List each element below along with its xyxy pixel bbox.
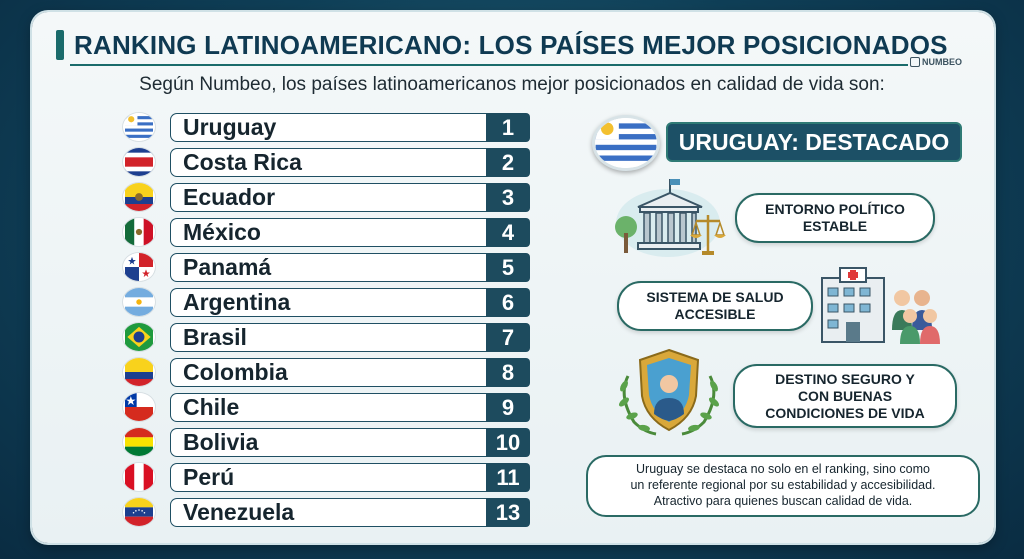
- country-name: Panamá: [170, 253, 486, 282]
- note-line1: Uruguay se destaca no solo en el ranking…: [636, 462, 930, 476]
- feature-health-line2: ACCESIBLE: [674, 306, 756, 322]
- rank-number: 2: [486, 148, 530, 177]
- uruguay-flag-icon: [122, 112, 156, 142]
- ranking-row: Venezuela 13: [122, 497, 532, 527]
- colombia-flag-icon: [122, 357, 156, 387]
- feature-political-pill: ENTORNO POLÍTICO ESTABLE: [735, 193, 935, 243]
- rank-number: 6: [486, 288, 530, 317]
- rank-number: 9: [486, 393, 530, 422]
- feature-political-line1: ENTORNO POLÍTICO: [765, 201, 905, 217]
- feature-health-line1: SISTEMA DE SALUD: [646, 289, 784, 305]
- panama-flag-icon: [122, 252, 156, 282]
- ranking-row: Uruguay 1: [122, 112, 532, 142]
- mexico-flag-icon: [122, 217, 156, 247]
- feature-health-pill: SISTEMA DE SALUD ACCESIBLE: [617, 281, 813, 331]
- feature-safety-line1: DESTINO SEGURO Y: [775, 370, 915, 387]
- title-divider: [70, 64, 908, 66]
- country-name: Perú: [170, 463, 486, 492]
- country-name: Chile: [170, 393, 486, 422]
- rank-number: 7: [486, 323, 530, 352]
- numbeo-logo-icon: [910, 57, 920, 67]
- page-title: RANKING LATINOAMERICANO: LOS PAÍSES MEJO…: [74, 29, 948, 60]
- ranking-row: Panamá 5: [122, 252, 532, 282]
- costa-rica-flag-icon: [122, 147, 156, 177]
- note-line3: Atractivo para quienes buscan calidad de…: [653, 494, 913, 508]
- note-line2: un referente regional por su estabilidad…: [630, 478, 936, 492]
- title-accent: [56, 30, 64, 60]
- country-name: Uruguay: [170, 113, 486, 142]
- country-name: Argentina: [170, 288, 486, 317]
- peru-flag-icon: [122, 462, 156, 492]
- country-name: Brasil: [170, 323, 486, 352]
- title-bar: RANKING LATINOAMERICANO: LOS PAÍSES MEJO…: [56, 28, 968, 62]
- rank-number: 8: [486, 358, 530, 387]
- uruguay-highlight-banner: URUGUAY: DESTACADO: [666, 122, 962, 162]
- venezuela-flag-icon: [122, 497, 156, 527]
- ranking-row: Argentina 6: [122, 287, 532, 317]
- hospital-icon: [821, 267, 940, 344]
- government-building-icon: [615, 179, 726, 257]
- numbeo-logo-text: NUMBEO: [922, 57, 962, 67]
- bolivia-flag-icon: [122, 427, 156, 457]
- rank-number: 13: [486, 498, 530, 527]
- ranking-row: Ecuador 3: [122, 182, 532, 212]
- country-name: Costa Rica: [170, 148, 486, 177]
- rank-number: 3: [486, 183, 530, 212]
- chile-flag-icon: [122, 392, 156, 422]
- feature-safety-line2: CON BUENAS: [797, 387, 893, 404]
- rank-number: 4: [486, 218, 530, 247]
- ranking-row: Bolivia 10: [122, 427, 532, 457]
- ranking-row: Brasil 7: [122, 322, 532, 352]
- argentina-flag-icon: [122, 287, 156, 317]
- country-name: Colombia: [170, 358, 486, 387]
- rank-number: 11: [486, 463, 530, 492]
- uruguay-summary-note: Uruguay se destaca no solo en el ranking…: [586, 455, 980, 517]
- ranking-row: Chile 9: [122, 392, 532, 422]
- country-name: Bolivia: [170, 428, 486, 457]
- ranking-row: Perú 11: [122, 462, 532, 492]
- ecuador-flag-icon: [122, 182, 156, 212]
- ranking-row: México 4: [122, 217, 532, 247]
- country-name: Venezuela: [170, 498, 486, 527]
- uruguay-large-flag-icon: [592, 115, 660, 171]
- rank-number: 10: [486, 428, 530, 457]
- feature-safety-line3: CONDICIONES DE VIDA: [765, 404, 925, 421]
- brazil-flag-icon: [122, 322, 156, 352]
- rank-number: 1: [486, 113, 530, 142]
- country-name: México: [170, 218, 486, 247]
- rank-number: 5: [486, 253, 530, 282]
- subtitle: Según Numbeo, los países latinoamericano…: [139, 74, 885, 95]
- feature-safety-pill: DESTINO SEGURO Y CON BUENAS CONDICIONES …: [733, 364, 957, 428]
- numbeo-logo: NUMBEO: [910, 57, 962, 67]
- country-name: Ecuador: [170, 183, 486, 212]
- shield-person-icon: [619, 348, 719, 436]
- ranking-row: Costa Rica 2: [122, 147, 532, 177]
- ranking-row: Colombia 8: [122, 357, 532, 387]
- feature-political-line2: ESTABLE: [802, 218, 868, 234]
